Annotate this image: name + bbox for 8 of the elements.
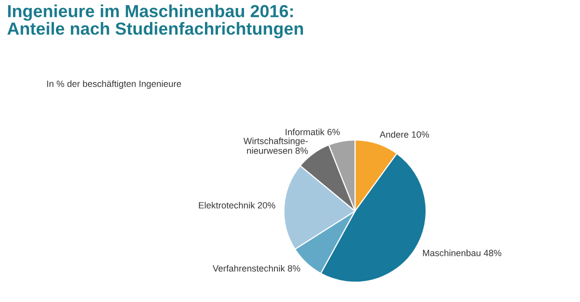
chart-title: Ingenieure im Maschinenbau 2016: Anteile nach Studienfachrichtungen xyxy=(7,4,303,38)
slice-label: Informatik 6% xyxy=(286,128,340,136)
slice-label: Wirtschaftsinge- nieurwesen 8% xyxy=(244,138,308,154)
slice-label: Maschinenbau 48% xyxy=(423,250,502,256)
text: In % der beschäftigten Ingenieure xyxy=(47,80,182,89)
slice-label: Andere 10% xyxy=(380,131,430,138)
slice-label: Verfahrenstechnik 8% xyxy=(212,264,300,272)
slice-label: Elektrotechnik 20% xyxy=(198,202,276,208)
